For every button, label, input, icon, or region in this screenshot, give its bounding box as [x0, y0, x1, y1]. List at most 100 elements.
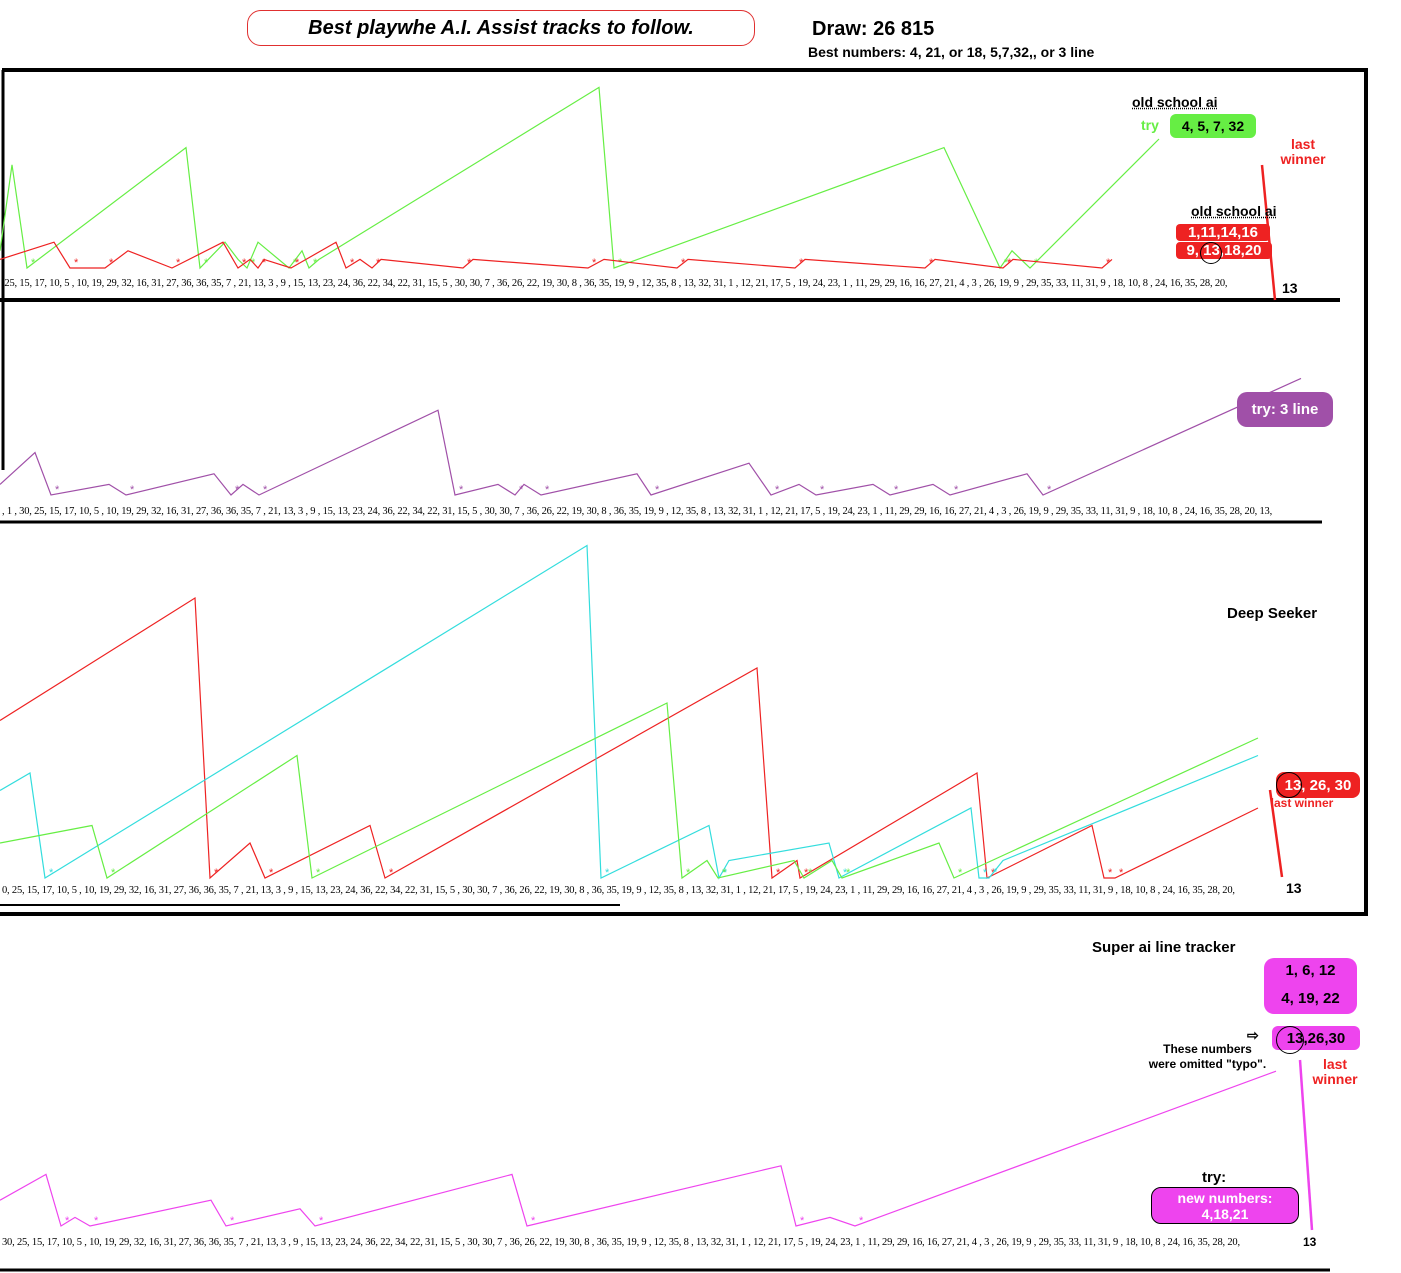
hit-marker-2-2-2: *: [111, 867, 116, 879]
new-numbers-line-1: new numbers:: [1177, 1190, 1273, 1206]
hit-marker-0-0-14: *: [618, 257, 623, 269]
hit-marker-0-1-21: *: [681, 257, 686, 269]
hit-marker-2-1-9: *: [843, 867, 848, 879]
hit-marker-1-0-8: *: [263, 484, 268, 496]
x-axis-ticks-2: , 1 , 30, 25, 15, 17, 10, 5 , 10, 19, 29…: [2, 506, 1272, 517]
hit-marker-0-1-7: *: [242, 257, 247, 269]
x-axis-ticks-4: 30, 25, 15, 17, 10, 5 , 10, 19, 29, 32, …: [2, 1237, 1240, 1248]
series-line-2-1: [0, 544, 1259, 880]
new-numbers-line-2: 4,18,21: [1201, 1206, 1249, 1222]
hit-marker-0-1-23: *: [799, 257, 804, 269]
hit-marker-2-2-6: *: [686, 867, 691, 879]
winner-drop-line-2: [1298, 1059, 1314, 1231]
hit-marker-2-2-10: *: [808, 867, 813, 879]
last-winner-label: last winner: [1280, 136, 1326, 167]
hit-marker-1-0-10: *: [459, 484, 464, 496]
series-line-3-0: [0, 1070, 1277, 1227]
hit-marker-1-0-26: *: [1047, 484, 1052, 496]
omitted-note-line-1: These numbers: [1163, 1042, 1252, 1056]
circle-highlight-2: [1276, 772, 1302, 798]
last-winner-label-3: last winner: [1312, 1056, 1358, 1087]
hit-marker-0-0-18: *: [1034, 257, 1039, 269]
hit-marker-0-1-27: *: [1007, 257, 1012, 269]
old-school-ai-label-2: old school ai: [1191, 203, 1277, 219]
hit-marker-1-0-16: *: [655, 484, 660, 496]
hit-marker-3-0-12: *: [800, 1215, 805, 1227]
hit-marker-0-1-11: *: [295, 257, 300, 269]
hit-marker-0-0-16: *: [1004, 257, 1009, 269]
winner-drop-line-1: [1268, 789, 1284, 878]
hit-marker-3-0-14: *: [859, 1215, 864, 1227]
hit-marker-0-0-9: *: [293, 257, 298, 269]
x-axis-ticks-1: ,25, 15, 17, 10, 5 , 10, 19, 29, 32, 16,…: [2, 278, 1228, 289]
hit-marker-0-1-15: *: [376, 257, 381, 269]
hit-marker-1-0-18: *: [775, 484, 780, 496]
hit-marker-0-0-11: *: [313, 257, 318, 269]
series-line-1-0: [0, 377, 1302, 496]
try-numbers-badge: 4, 5, 7, 32: [1170, 114, 1256, 138]
hit-marker-0-0-4: *: [204, 257, 209, 269]
omitted-note: These numbers were omitted "typo".: [1145, 1042, 1270, 1072]
best-numbers: Best numbers: 4, 21, or 18, 5,7,32,, or …: [808, 44, 1095, 60]
hit-marker-2-0-6: *: [389, 867, 394, 879]
try-3-line-badge: try: 3 line: [1237, 392, 1333, 427]
omitted-note-line-2: were omitted "typo".: [1148, 1057, 1267, 1071]
hit-marker-2-1-12: *: [993, 867, 998, 879]
series-line-0-1: [0, 241, 1113, 269]
circle-highlight: [1200, 242, 1222, 264]
hit-marker-1-0-24: *: [954, 484, 959, 496]
hit-marker-2-2-4: *: [316, 867, 321, 879]
hit-marker-3-0-6: *: [230, 1215, 235, 1227]
hit-marker-2-0-4: *: [269, 867, 274, 879]
series-line-2-2: [0, 702, 1259, 880]
new-numbers-badge: new numbers: 4,18,21: [1151, 1187, 1299, 1224]
hit-marker-1-0-4: *: [130, 484, 135, 496]
series-line-0-0: [0, 86, 1160, 270]
hit-marker-2-0-15: *: [1119, 867, 1124, 879]
hit-marker-0-1-29: *: [1106, 257, 1111, 269]
hit-marker-2-1-6: *: [723, 867, 728, 879]
try-label: try: [1141, 117, 1159, 133]
arrow-right-icon: ⇨: [1247, 1027, 1259, 1043]
hit-marker-0-1-9: *: [262, 257, 267, 269]
hit-marker-1-0-6: *: [235, 484, 240, 496]
hit-marker-2-0-8: *: [776, 867, 781, 879]
deep-seeker-label: Deep Seeker: [1227, 605, 1318, 622]
draw-number: Draw: 26 815: [812, 18, 935, 40]
hit-marker-1-0-22: *: [894, 484, 899, 496]
last-winner-label-2: last winner: [1270, 796, 1334, 810]
x-axis-ticks-3: 0, 25, 15, 17, 10, 5 , 10, 19, 29, 32, 1…: [2, 885, 1235, 896]
numbers-row-1: 1,11,14,16: [1176, 224, 1270, 241]
end-number-4: 13: [1303, 1235, 1317, 1249]
hit-marker-0-1-3: *: [109, 257, 114, 269]
hit-marker-0-1-17: *: [467, 257, 472, 269]
hit-marker-2-2-12: *: [846, 867, 851, 879]
hit-marker-2-0-14: *: [1108, 867, 1113, 879]
super-ai-numbers-row-1: 1, 6, 12: [1264, 958, 1357, 982]
super-ai-numbers-row-2: 4, 19, 22: [1264, 982, 1357, 1014]
old-school-ai-label: old school ai: [1132, 94, 1218, 110]
series-line-2-0: [0, 596, 1259, 880]
end-number-1: 13: [1282, 280, 1298, 296]
circle-highlight-3: [1276, 1026, 1304, 1054]
hit-marker-3-0-2: *: [65, 1215, 70, 1227]
hit-marker-0-1-13: *: [350, 257, 355, 269]
hit-marker-2-1-4: *: [605, 867, 610, 879]
hit-marker-0-1-5: *: [176, 257, 181, 269]
hit-marker-1-0-20: *: [820, 484, 825, 496]
hit-marker-0-1-19: *: [592, 257, 597, 269]
numbers-row-2: 9, 13,18,20: [1176, 242, 1272, 259]
hit-marker-2-2-8: *: [722, 867, 727, 879]
hit-marker-2-2-14: *: [958, 867, 963, 879]
super-ai-label: Super ai line tracker: [1092, 939, 1236, 956]
hit-marker-2-1-2: *: [49, 867, 54, 879]
hit-marker-3-0-8: *: [319, 1215, 324, 1227]
hit-marker-3-0-4: *: [94, 1215, 99, 1227]
hit-marker-2-0-10: *: [804, 867, 809, 879]
hit-marker-2-0-2: *: [214, 867, 219, 879]
hit-marker-1-0-14: *: [545, 484, 550, 496]
end-number-3: 13: [1286, 880, 1302, 896]
hit-marker-2-1-11: *: [983, 867, 988, 879]
